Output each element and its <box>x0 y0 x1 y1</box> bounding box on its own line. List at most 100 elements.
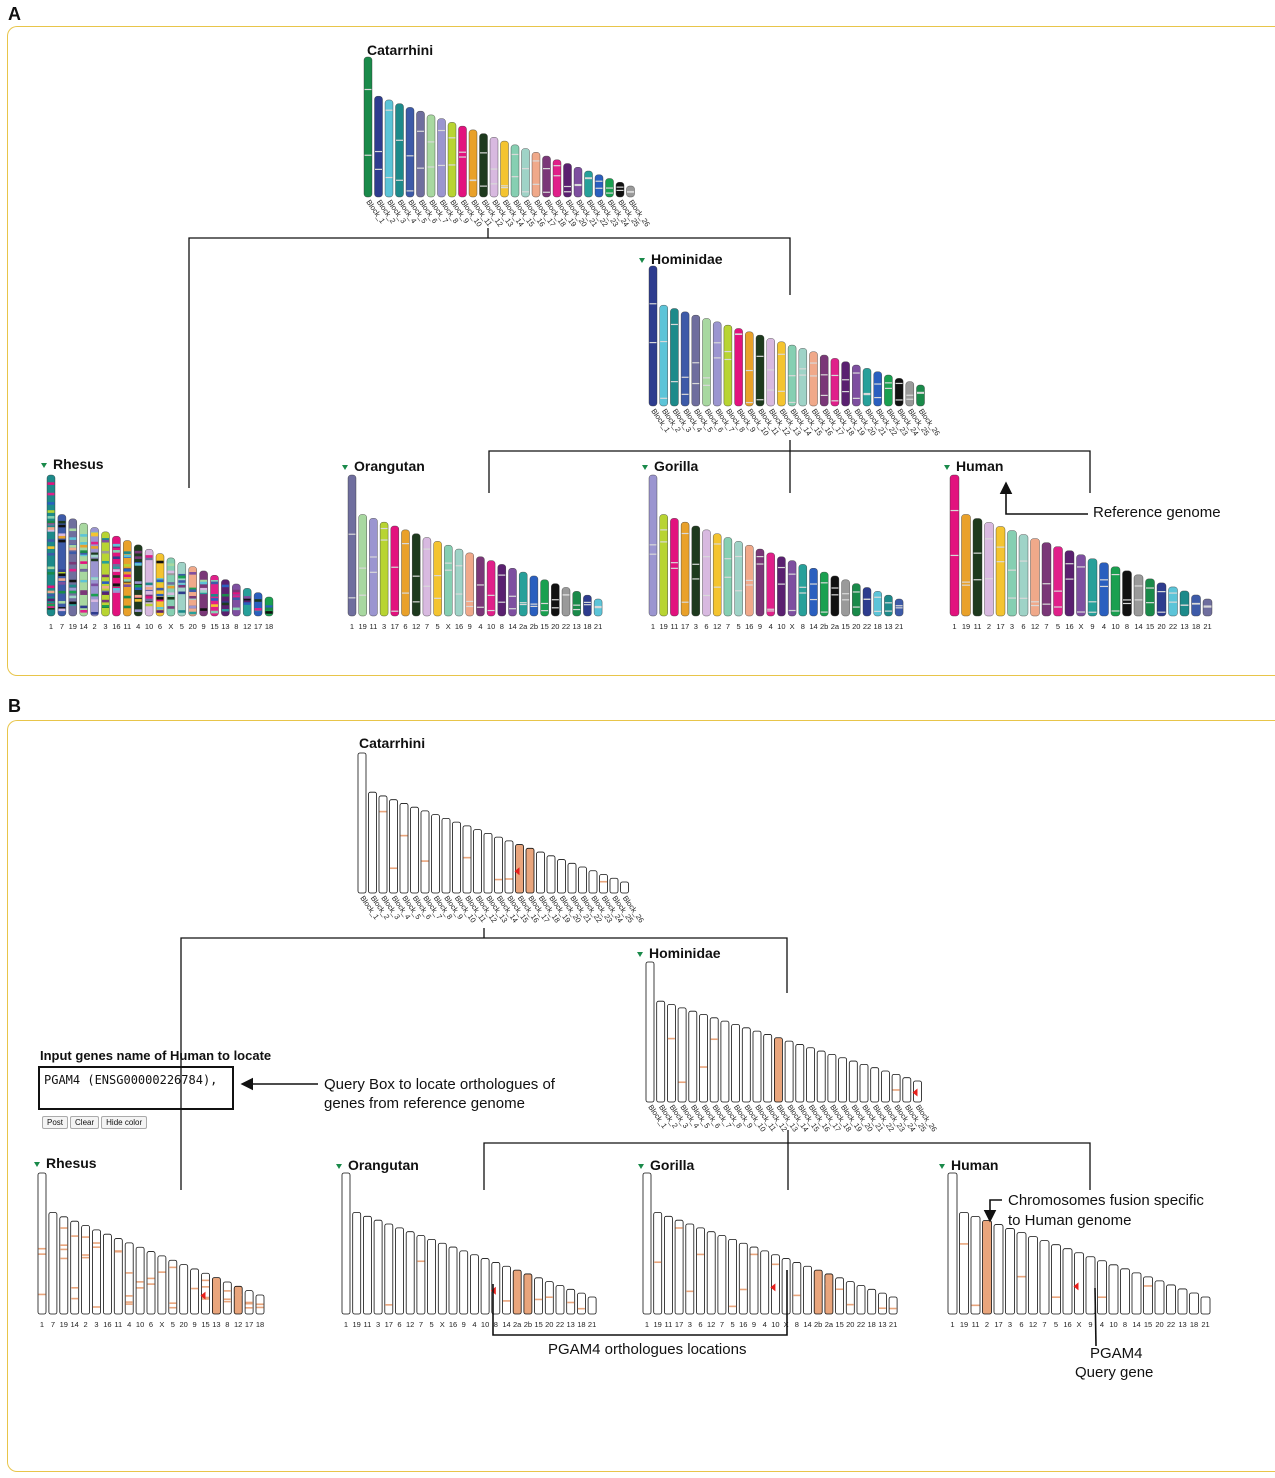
chromosome[interactable] <box>452 821 461 894</box>
chromosome[interactable] <box>459 1250 469 1315</box>
chromosome[interactable] <box>845 1281 855 1315</box>
chromosome[interactable] <box>1122 570 1132 617</box>
chromosome[interactable] <box>1145 578 1155 617</box>
chromosome[interactable] <box>1099 562 1109 617</box>
chromosome[interactable] <box>706 1231 716 1315</box>
chromosome[interactable] <box>448 1246 458 1315</box>
chromosome[interactable] <box>462 825 472 894</box>
chromosome[interactable] <box>352 1212 362 1315</box>
chromosome[interactable] <box>168 1259 178 1315</box>
chromosome[interactable] <box>674 1219 684 1315</box>
chromosome[interactable] <box>373 1219 383 1315</box>
chromosome[interactable] <box>702 318 711 407</box>
chromosome[interactable] <box>1168 586 1178 617</box>
chromosome[interactable] <box>504 840 514 894</box>
chromosome[interactable] <box>557 859 566 894</box>
chromosome[interactable] <box>599 874 608 894</box>
collapse-toggle-icon[interactable] <box>642 465 648 470</box>
chromosome[interactable] <box>1097 1260 1107 1315</box>
chromosome[interactable] <box>101 531 110 617</box>
chromosome[interactable] <box>433 541 442 617</box>
chromosome[interactable] <box>755 548 765 617</box>
chromosome[interactable] <box>573 167 583 198</box>
chromosome[interactable] <box>422 537 432 617</box>
chromosome[interactable] <box>536 851 545 894</box>
chromosome[interactable] <box>1200 1296 1211 1315</box>
chromosome[interactable] <box>447 122 457 198</box>
chromosome[interactable] <box>1133 574 1144 617</box>
chromosome[interactable] <box>465 552 474 617</box>
chromosome[interactable] <box>190 1268 200 1315</box>
chromosome[interactable] <box>519 571 528 617</box>
chromosome[interactable] <box>1131 1272 1142 1315</box>
chromosome[interactable] <box>670 518 679 617</box>
chromosome[interactable] <box>667 1004 676 1103</box>
chromosome[interactable] <box>763 1034 773 1103</box>
chromosome[interactable] <box>577 1292 586 1315</box>
chromosome[interactable] <box>713 533 722 617</box>
chromosome[interactable] <box>806 1047 815 1103</box>
chromosome[interactable] <box>664 1215 673 1315</box>
chromosome[interactable] <box>540 579 549 617</box>
chromosome[interactable] <box>688 1010 698 1103</box>
chromosome[interactable] <box>916 384 925 407</box>
chromosome[interactable] <box>369 518 378 617</box>
chromosome[interactable] <box>642 1172 652 1315</box>
chromosome[interactable] <box>741 1027 751 1103</box>
chromosome[interactable] <box>494 836 503 894</box>
chromosome[interactable] <box>384 99 394 198</box>
chromosome[interactable] <box>555 1285 565 1315</box>
chromosome[interactable] <box>873 371 882 407</box>
chromosome[interactable] <box>68 518 78 617</box>
chromosome[interactable] <box>873 591 882 617</box>
chromosome[interactable] <box>848 1060 858 1103</box>
chromosome[interactable] <box>809 568 818 617</box>
chromosome[interactable] <box>856 1285 866 1315</box>
chromosome[interactable] <box>390 525 399 617</box>
chromosome[interactable] <box>841 579 850 617</box>
chromosome[interactable] <box>362 1215 372 1315</box>
chromosome[interactable] <box>508 568 517 617</box>
chromosome[interactable] <box>884 374 893 407</box>
chromosome[interactable] <box>884 594 893 617</box>
chromosome[interactable] <box>521 148 530 198</box>
hide-color-button[interactable]: Hide color <box>101 1116 148 1129</box>
chromosome[interactable] <box>993 1224 1004 1315</box>
chromosome[interactable] <box>1087 558 1098 617</box>
chromosome[interactable] <box>881 1070 890 1103</box>
chromosome[interactable] <box>777 556 786 617</box>
chromosome[interactable] <box>566 1288 576 1315</box>
chromosome[interactable] <box>1166 1284 1176 1315</box>
chromosome[interactable] <box>838 1057 847 1103</box>
chromosome[interactable] <box>133 544 143 617</box>
chromosome[interactable] <box>1064 550 1075 617</box>
chromosome[interactable] <box>841 361 850 407</box>
chromosome[interactable] <box>1143 1276 1153 1315</box>
chromosome[interactable] <box>431 814 440 894</box>
chromosome[interactable] <box>1154 1280 1165 1315</box>
chromosome[interactable] <box>37 1172 47 1315</box>
clear-button[interactable]: Clear <box>70 1116 100 1129</box>
chromosome[interactable] <box>405 107 415 198</box>
chromosome[interactable] <box>1039 1240 1050 1315</box>
chromosome[interactable] <box>70 1220 80 1315</box>
chromosome[interactable] <box>48 1212 58 1315</box>
chromosome[interactable] <box>1005 1228 1015 1315</box>
chromosome[interactable] <box>502 1265 511 1315</box>
chromosome[interactable] <box>905 381 914 407</box>
chromosome[interactable] <box>512 1269 522 1315</box>
chromosome[interactable] <box>620 881 629 894</box>
chromosome[interactable] <box>426 114 436 198</box>
chromosome[interactable] <box>1041 542 1052 617</box>
chromosome[interactable] <box>233 1285 243 1315</box>
chromosome[interactable] <box>405 1231 415 1315</box>
chromosome[interactable] <box>441 817 451 894</box>
chromosome[interactable] <box>416 110 425 198</box>
chromosome[interactable] <box>399 803 409 894</box>
chromosome[interactable] <box>894 378 904 407</box>
chromosome[interactable] <box>947 1172 958 1315</box>
chromosome[interactable] <box>609 877 619 894</box>
chromosome[interactable] <box>820 571 829 617</box>
chromosome[interactable] <box>57 514 67 617</box>
chromosome[interactable] <box>572 591 581 617</box>
